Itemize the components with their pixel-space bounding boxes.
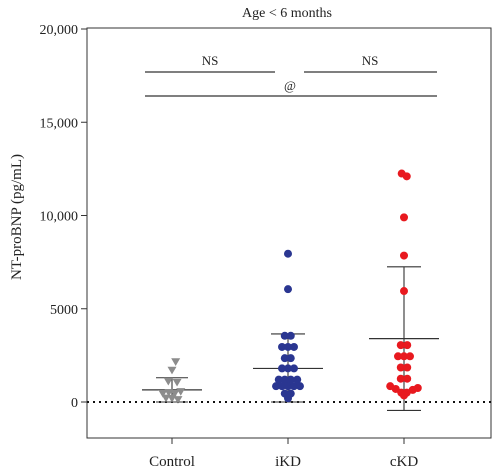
data-point-ckd [396, 341, 405, 350]
data-point-ikd [293, 375, 302, 384]
data-point-ckd [403, 374, 412, 383]
data-point-ikd [289, 364, 298, 373]
data-point-ckd [405, 352, 414, 361]
y-tick-label: 5000 [50, 303, 78, 318]
data-point-ckd [400, 251, 408, 260]
data-point-control [170, 390, 180, 398]
data-points [158, 169, 422, 404]
data-point-control [173, 396, 183, 404]
data-point-ckd [413, 384, 422, 393]
data-point-ckd [403, 363, 412, 372]
data-point-ikd [280, 375, 289, 384]
data-point-ckd [400, 352, 408, 361]
data-point-ckd [400, 213, 408, 222]
data-point-ikd [278, 382, 287, 391]
data-point-control [176, 388, 186, 396]
data-point-ckd [402, 172, 411, 181]
data-point-ckd [396, 363, 405, 372]
data-point-ikd [280, 331, 289, 340]
x-tick-label: Control [149, 454, 195, 470]
y-tick-label: 10,000 [40, 210, 79, 225]
y-axis-ticks: 0 5000 10,000 15,000 20,000 [40, 23, 87, 411]
significance-annotations: NS NS @ [145, 53, 437, 97]
x-tick-label: iKD [275, 454, 301, 470]
chart-title: Age < 6 months [242, 6, 332, 21]
data-point-ikd [284, 394, 292, 403]
data-point-control [161, 394, 171, 403]
data-point-ckd [400, 391, 408, 400]
y-tick-label: 20,000 [40, 23, 79, 38]
y-tick-label: 15,000 [40, 116, 79, 131]
data-point-ckd [396, 374, 405, 383]
x-tick-label: cKD [390, 454, 418, 470]
y-tick-label: 0 [71, 396, 78, 411]
data-point-ikd [284, 382, 292, 391]
data-point-control [163, 377, 173, 386]
data-point-ikd [289, 342, 298, 351]
data-point-control [172, 378, 182, 387]
data-point-ikd [284, 342, 292, 351]
data-point-ikd [272, 382, 281, 391]
significance-label: NS [202, 53, 219, 68]
significance-label: @ [284, 78, 296, 93]
plot-frame [86, 27, 492, 439]
data-point-ikd [278, 342, 287, 351]
data-point-ikd [295, 382, 304, 391]
data-point-ikd [289, 382, 298, 391]
data-point-ikd [284, 364, 292, 373]
data-point-ikd [286, 375, 295, 384]
data-point-ckd [400, 287, 408, 296]
data-point-ikd [286, 354, 295, 363]
data-point-ikd [284, 249, 292, 258]
data-point-ikd [274, 375, 283, 384]
data-point-ikd [280, 354, 289, 363]
data-point-ikd [284, 285, 292, 294]
y-axis-label: NT-proBNP (pg/mL) [9, 154, 25, 280]
data-point-control [171, 358, 181, 366]
data-point-ikd [286, 331, 295, 340]
data-point-control [158, 390, 168, 398]
data-point-control [167, 366, 177, 375]
data-point-ckd [403, 341, 412, 350]
data-point-ckd [394, 352, 403, 361]
significance-label: NS [362, 53, 379, 68]
data-point-ikd [278, 364, 287, 373]
x-axis-ticks: Control iKD cKD [149, 438, 418, 470]
